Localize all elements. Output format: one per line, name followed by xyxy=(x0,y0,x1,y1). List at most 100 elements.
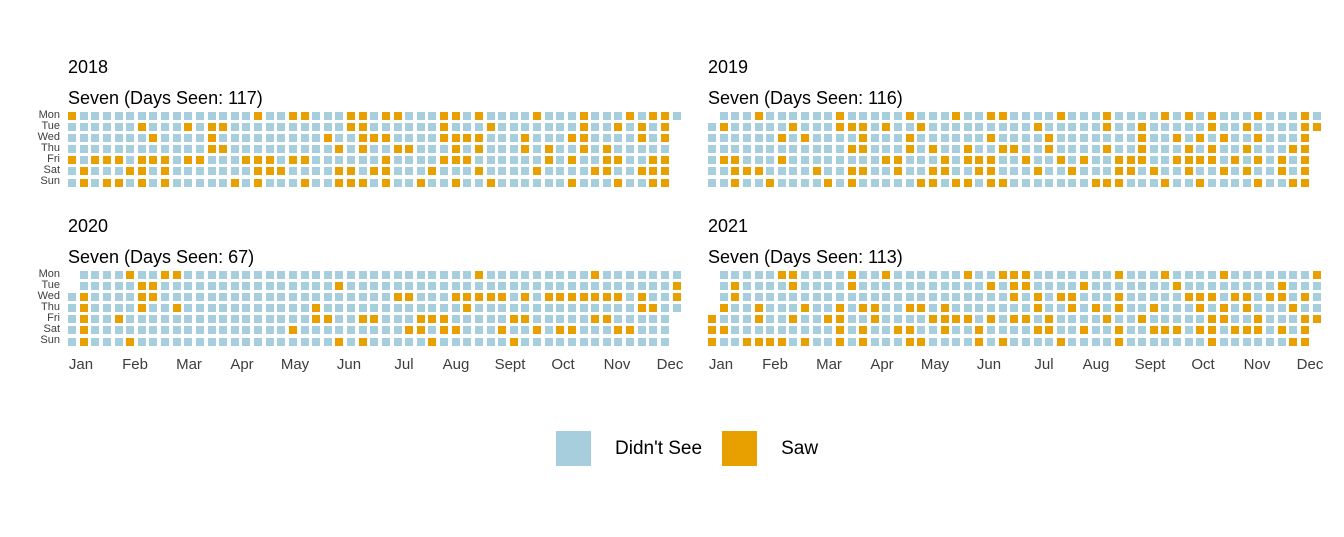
day-cell xyxy=(708,315,716,324)
day-cell xyxy=(1056,293,1065,302)
day-cell xyxy=(975,156,984,165)
day-cell xyxy=(1196,134,1205,143)
day-cell xyxy=(137,337,146,346)
day-cell xyxy=(265,326,274,335)
day-cell xyxy=(265,271,274,279)
day-cell xyxy=(474,315,483,324)
day-cell xyxy=(137,134,146,143)
day-cell xyxy=(789,134,798,143)
day-cell xyxy=(882,271,891,279)
day-cell xyxy=(1173,167,1181,176)
day-cell xyxy=(754,271,763,279)
saw-swatch xyxy=(722,431,758,466)
day-cell xyxy=(1056,304,1065,313)
day-cell xyxy=(987,337,995,346)
day-cell xyxy=(556,123,565,132)
day-cell xyxy=(894,271,902,279)
day-cell xyxy=(463,282,472,291)
day-cell xyxy=(614,112,623,120)
day-cell xyxy=(626,123,634,132)
day-cell xyxy=(952,337,961,346)
day-cell xyxy=(312,293,321,302)
day-cell xyxy=(195,293,204,302)
day-cell xyxy=(719,156,728,165)
year-panel-top-left: 2018 Seven (Days Seen: 117) Mon Tue Wed Thu… xyxy=(38,56,688,191)
day-cell xyxy=(358,156,367,165)
day-cell xyxy=(68,178,76,187)
day-cell xyxy=(486,304,495,313)
day-cell xyxy=(533,178,541,187)
day-cell xyxy=(940,178,949,187)
day-cell xyxy=(835,123,844,132)
day-cell xyxy=(1219,123,1228,132)
day-cell xyxy=(987,145,995,154)
weekday-axis: Mon Tue Wed Thu Fri Sat Sun xyxy=(18,109,60,188)
day-cell xyxy=(370,326,379,335)
day-cell xyxy=(509,337,518,346)
day-cell xyxy=(1300,326,1309,335)
day-cell xyxy=(68,315,76,324)
day-cell xyxy=(79,282,88,291)
day-cell xyxy=(952,304,961,313)
day-cell xyxy=(102,178,111,187)
day-cell xyxy=(1207,326,1216,335)
day-cell xyxy=(1091,112,1100,120)
day-cell xyxy=(440,282,448,291)
day-cell xyxy=(1184,304,1193,313)
day-cell xyxy=(1242,178,1251,187)
legend-item-saw: Saw xyxy=(722,431,818,466)
day-cell xyxy=(184,315,193,324)
day-cell xyxy=(405,326,414,335)
day-cell xyxy=(347,326,355,335)
day-cell xyxy=(649,145,658,154)
day-cell xyxy=(649,282,658,291)
day-cell xyxy=(1033,337,1042,346)
day-cell xyxy=(719,134,728,143)
month-label: Dec xyxy=(656,356,684,373)
day-cell xyxy=(649,326,658,335)
day-cell xyxy=(463,112,472,120)
day-cell xyxy=(975,304,984,313)
day-cell xyxy=(859,123,868,132)
day-cell xyxy=(358,178,367,187)
day-cell xyxy=(905,178,914,187)
day-cell xyxy=(91,337,100,346)
month-label: Jun xyxy=(976,356,1002,373)
day-cell xyxy=(649,134,658,143)
day-cell xyxy=(1277,145,1286,154)
day-cell xyxy=(812,271,821,279)
day-cell xyxy=(556,304,565,313)
day-cell xyxy=(428,167,437,176)
day-cell xyxy=(824,178,833,187)
day-cell xyxy=(1254,134,1263,143)
day-cell xyxy=(812,337,821,346)
day-cell xyxy=(498,123,507,132)
day-cell xyxy=(963,112,972,120)
day-cell xyxy=(102,282,111,291)
day-cell xyxy=(172,315,181,324)
day-cell xyxy=(626,337,634,346)
day-cell xyxy=(1068,167,1077,176)
day-cell xyxy=(184,112,193,120)
day-cell xyxy=(451,304,460,313)
day-cell xyxy=(1266,326,1274,335)
day-cell xyxy=(323,282,332,291)
day-cell xyxy=(265,145,274,154)
day-cell xyxy=(161,337,169,346)
day-cell xyxy=(102,123,111,132)
day-cell xyxy=(591,134,600,143)
day-cell xyxy=(1277,167,1286,176)
day-cell xyxy=(242,134,251,143)
day-cell xyxy=(1080,134,1088,143)
day-cell xyxy=(451,293,460,302)
day-cell xyxy=(1300,123,1309,132)
day-cell xyxy=(1080,282,1088,291)
day-cell xyxy=(91,156,100,165)
day-cell xyxy=(68,304,76,313)
day-cell xyxy=(1114,167,1123,176)
day-cell xyxy=(708,156,716,165)
day-cell xyxy=(207,326,216,335)
day-cell xyxy=(323,123,332,132)
day-cell xyxy=(1045,337,1054,346)
day-cell xyxy=(1045,112,1054,120)
